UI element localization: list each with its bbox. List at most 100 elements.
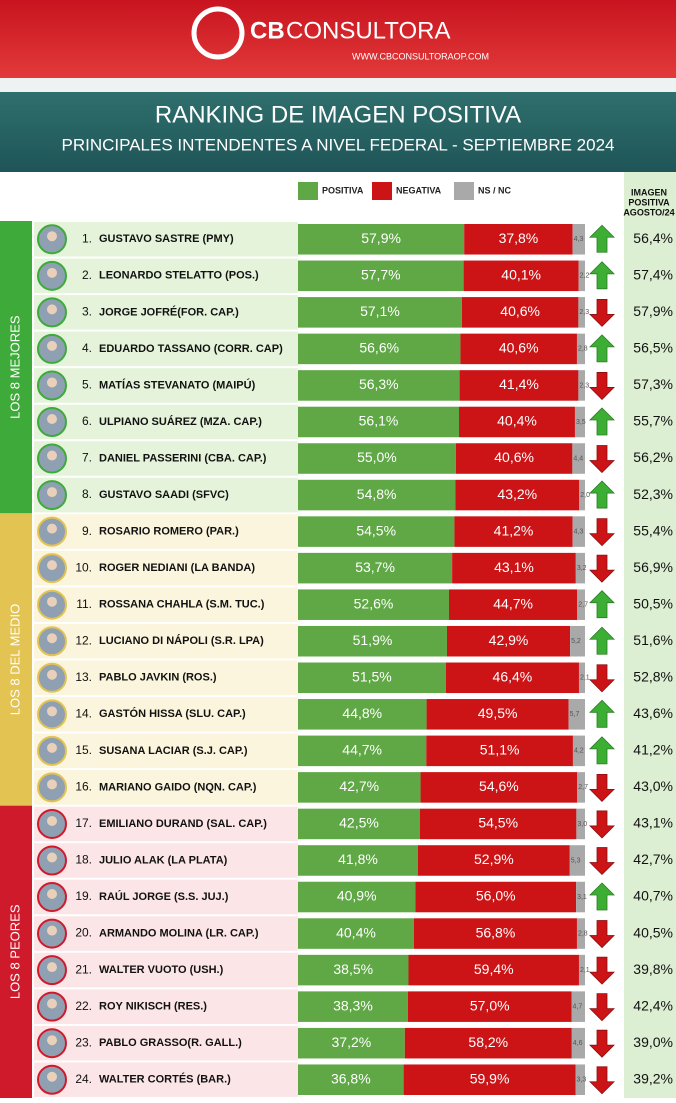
- previous-value: 50,5%: [633, 595, 673, 611]
- bar-label: 41,4%: [499, 376, 539, 392]
- rank: 24.: [75, 1072, 92, 1086]
- bar-segment: [579, 479, 585, 511]
- group-strip: [0, 513, 32, 806]
- rank: 16.: [75, 780, 92, 794]
- rank: 3.: [82, 305, 92, 319]
- trend-down: [589, 372, 615, 401]
- bar-label: 44,7%: [493, 595, 533, 611]
- ns-label: 5,3: [571, 857, 581, 864]
- trend-up: [589, 480, 615, 509]
- bar-label: 41,8%: [338, 851, 378, 867]
- previous-column-bg: [624, 172, 676, 1098]
- rank: 21.: [75, 962, 92, 976]
- ns-label: 2,3: [579, 309, 589, 316]
- bar-segment: [577, 772, 585, 803]
- name: JORGE JOFRÉ(FOR. CAP.): [99, 305, 239, 318]
- trend-down: [589, 847, 615, 876]
- bar-label: 38,5%: [333, 961, 373, 977]
- rank: 12.: [75, 633, 92, 647]
- avatar-head: [47, 267, 57, 278]
- ns-label: 4,2: [574, 748, 584, 755]
- name: WALTER CORTÉS (BAR.): [99, 1073, 231, 1086]
- bar-segment: [426, 699, 569, 730]
- bar-label: 51,5%: [352, 668, 392, 684]
- header-band: [0, 0, 676, 78]
- header-gap: [0, 78, 676, 92]
- rank: 18.: [75, 853, 92, 867]
- avatar-head: [47, 340, 57, 351]
- logo-mark: [191, 6, 245, 60]
- bar-label: 56,1%: [359, 413, 399, 429]
- avatar-head: [47, 742, 57, 753]
- bar-label: 57,1%: [360, 303, 400, 319]
- bar-label: 46,4%: [493, 668, 533, 684]
- bar-label: 59,4%: [474, 961, 514, 977]
- bar-segment: [578, 260, 585, 292]
- chart-subtitle: PRINCIPALES INTENDENTES A NIVEL FEDERAL …: [62, 135, 615, 154]
- trend-up: [589, 407, 615, 436]
- name: ROGER NEDIANI (LA BANDA): [99, 562, 255, 574]
- bar-segment: [575, 552, 585, 584]
- bar-segment: [298, 918, 414, 949]
- bar-segment: [568, 699, 585, 730]
- ns-label: 5,7: [570, 711, 580, 718]
- group-strip: [0, 805, 32, 1098]
- bar-segment: [569, 845, 585, 876]
- avatar-head: [47, 1035, 57, 1046]
- row-bg: [34, 879, 298, 915]
- trend-down: [589, 445, 615, 474]
- previous-value: 57,4%: [633, 267, 673, 283]
- bar-segment: [463, 260, 579, 292]
- bar-label: 40,1%: [501, 267, 541, 283]
- previous-value: 55,7%: [633, 413, 673, 429]
- ns-label: 2,8: [578, 930, 588, 937]
- bar-segment: [298, 1064, 404, 1095]
- bar-segment: [298, 808, 420, 840]
- ns-label: 3,0: [577, 821, 587, 828]
- bar-label: 37,2%: [332, 1034, 372, 1050]
- row-bg: [34, 952, 298, 988]
- name: LUCIANO DI NÁPOLI (S.R. LPA): [99, 634, 264, 647]
- bar-label: 56,3%: [359, 376, 399, 392]
- bar-segment: [298, 735, 427, 767]
- bar-segment: [415, 881, 577, 913]
- trend-up: [589, 224, 615, 253]
- row-bg: [34, 477, 298, 513]
- bar-segment: [455, 479, 580, 511]
- rank: 14.: [75, 706, 92, 720]
- bar-segment: [298, 1027, 405, 1059]
- bar-segment: [298, 443, 456, 474]
- legend-swatch: [372, 182, 392, 200]
- bar-segment: [298, 479, 456, 511]
- bar-segment: [571, 1027, 585, 1059]
- previous-value: 39,0%: [633, 1034, 673, 1050]
- previous-header: AGOSTO/24: [623, 207, 674, 217]
- row-bg: [34, 1025, 298, 1061]
- ns-label: 2,8: [578, 346, 588, 353]
- ns-label: 4,6: [573, 1040, 583, 1047]
- bar-segment: [572, 516, 585, 547]
- name: ROSSANA CHAHLA (S.M. TUC.): [99, 599, 265, 611]
- bar-label: 42,5%: [339, 815, 379, 831]
- row-bg: [34, 697, 298, 732]
- rank: 8.: [82, 487, 92, 501]
- avatar-head: [47, 633, 57, 644]
- bar-label: 43,1%: [494, 559, 534, 575]
- rank: 2.: [82, 268, 92, 282]
- bar-segment: [298, 516, 455, 547]
- legend-swatch: [454, 182, 474, 200]
- bar-segment: [413, 918, 577, 949]
- rank: 20.: [75, 926, 92, 940]
- bar-label: 53,7%: [355, 559, 395, 575]
- bar-segment: [571, 991, 585, 1022]
- bar-segment: [298, 699, 427, 730]
- name: MATÍAS STEVANATO (MAIPÚ): [99, 378, 256, 391]
- ns-label: 5,2: [571, 638, 581, 645]
- previous-value: 40,5%: [633, 924, 673, 940]
- bar-segment: [403, 1064, 576, 1095]
- bar-label: 54,5%: [478, 815, 518, 831]
- name: ROSARIO ROMERO (PAR.): [99, 526, 239, 538]
- bar-segment: [298, 370, 460, 401]
- trend-up: [589, 882, 615, 911]
